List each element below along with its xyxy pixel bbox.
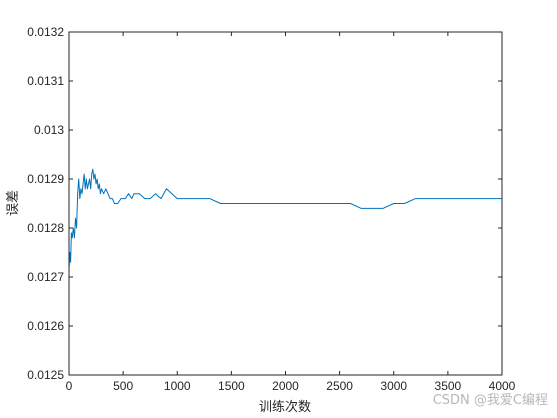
x-tick-label: 3000 bbox=[380, 379, 407, 393]
y-tick-label: 0.013 bbox=[34, 123, 64, 137]
x-tick-label: 2500 bbox=[326, 379, 353, 393]
x-tick-label: 500 bbox=[113, 379, 133, 393]
y-axis-label: 误差 bbox=[6, 190, 21, 216]
y-tick-label: 0.0129 bbox=[27, 172, 64, 186]
x-tick-label: 1000 bbox=[164, 379, 191, 393]
y-tick-label: 0.0126 bbox=[27, 319, 64, 333]
y-tick-label: 0.0125 bbox=[27, 368, 64, 382]
x-tick-label: 2000 bbox=[272, 379, 299, 393]
y-tick-label: 0.0127 bbox=[27, 270, 64, 284]
x-tick-label: 1500 bbox=[218, 379, 245, 393]
y-tick-label: 0.0132 bbox=[27, 25, 64, 39]
y-tick-label: 0.0131 bbox=[27, 74, 64, 88]
watermark: CSDN @我爱C编程 bbox=[433, 393, 548, 408]
series-line-0 bbox=[68, 168, 502, 268]
y-tick-labels: 0.0125 0.0126 0.0127 0.0128 0.0129 0.013 0.013… bbox=[27, 25, 64, 382]
x-tick-labels: 0 500 1000 1500 2000 2500 3000 3500 4000 bbox=[66, 379, 516, 393]
plot-area-frame bbox=[68, 31, 503, 376]
x-tick-label: 3500 bbox=[435, 379, 462, 393]
x-tick-label: 4000 bbox=[489, 379, 516, 393]
x-axis-label: 训练次数 bbox=[259, 399, 311, 415]
data-line-layer bbox=[68, 168, 502, 268]
y-tick-label: 0.0128 bbox=[27, 221, 64, 235]
x-tick-label: 0 bbox=[66, 379, 73, 393]
